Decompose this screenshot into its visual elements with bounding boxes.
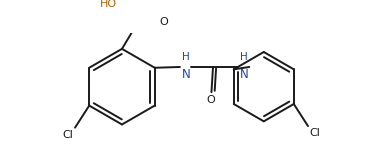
Text: N: N <box>182 68 190 81</box>
Text: H: H <box>182 52 189 62</box>
Text: Cl: Cl <box>310 128 320 138</box>
Text: H: H <box>240 52 248 62</box>
Text: Cl: Cl <box>63 130 74 140</box>
Text: O: O <box>160 17 169 27</box>
Text: HO: HO <box>100 0 117 10</box>
Text: O: O <box>206 95 215 105</box>
Text: N: N <box>240 68 249 81</box>
